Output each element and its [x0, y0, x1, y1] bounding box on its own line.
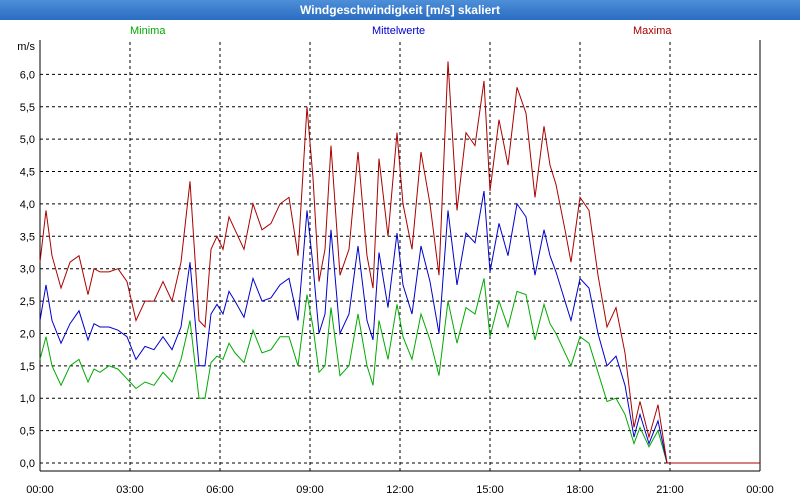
maxima-line	[39, 61, 760, 464]
x-tick-time: 18:00	[566, 484, 594, 496]
y-tick-label: 4,5	[20, 167, 35, 179]
y-tick-label: 1,0	[20, 393, 35, 405]
x-tick-time: 00:00	[26, 484, 54, 496]
grid	[39, 42, 761, 471]
y-tick-label: 0,0	[20, 458, 35, 470]
y-tick-label: 5,0	[20, 134, 35, 146]
mittelwerte-line	[39, 190, 760, 464]
y-tick-label: 3,5	[20, 231, 35, 243]
legend-mittelwerte: Mittelwerte	[372, 25, 426, 37]
y-tick-label: 3,0	[20, 264, 35, 276]
x-tick-time: 15:00	[476, 484, 504, 496]
x-tick-time: 09:00	[296, 484, 324, 496]
x-tick-time: 00:00	[746, 484, 774, 496]
legend-maxima: Maxima	[633, 25, 672, 37]
y-tick-label: 1,5	[20, 361, 35, 373]
y-axis-unit: m/s	[17, 41, 35, 53]
y-tick-label: 4,0	[20, 199, 35, 211]
y-tick-label: 0,5	[20, 426, 35, 438]
y-tick-label: 2,5	[20, 296, 35, 308]
minima-line	[39, 278, 760, 464]
wind-speed-chart: 0,0 0,5 1,0 1,5 2,0 2,5 3,0 3,5 4,0 4,5 5,0 5,5 6,0 m…	[17, 40, 774, 496]
x-tick-time: 03:00	[116, 484, 144, 496]
axes	[39, 40, 761, 472]
y-tick-label: 5,5	[20, 102, 35, 114]
x-tick-time: 12:00	[386, 484, 414, 496]
x-tick-time: 06:00	[206, 484, 234, 496]
window-title: Windgeschwindigkeit [m/s] skaliert	[0, 0, 800, 20]
y-tick-label: 2,0	[20, 328, 35, 340]
series-lines	[39, 61, 760, 464]
x-tick-time: 21:00	[656, 484, 684, 496]
legend-minima: Minima	[130, 25, 166, 37]
tick-labels: 0,0 0,5 1,0 1,5 2,0 2,5 3,0 3,5 4,0 4,5 5,0 5,5 6,0 m…	[17, 41, 774, 496]
y-tick-label: 6,0	[20, 69, 35, 81]
